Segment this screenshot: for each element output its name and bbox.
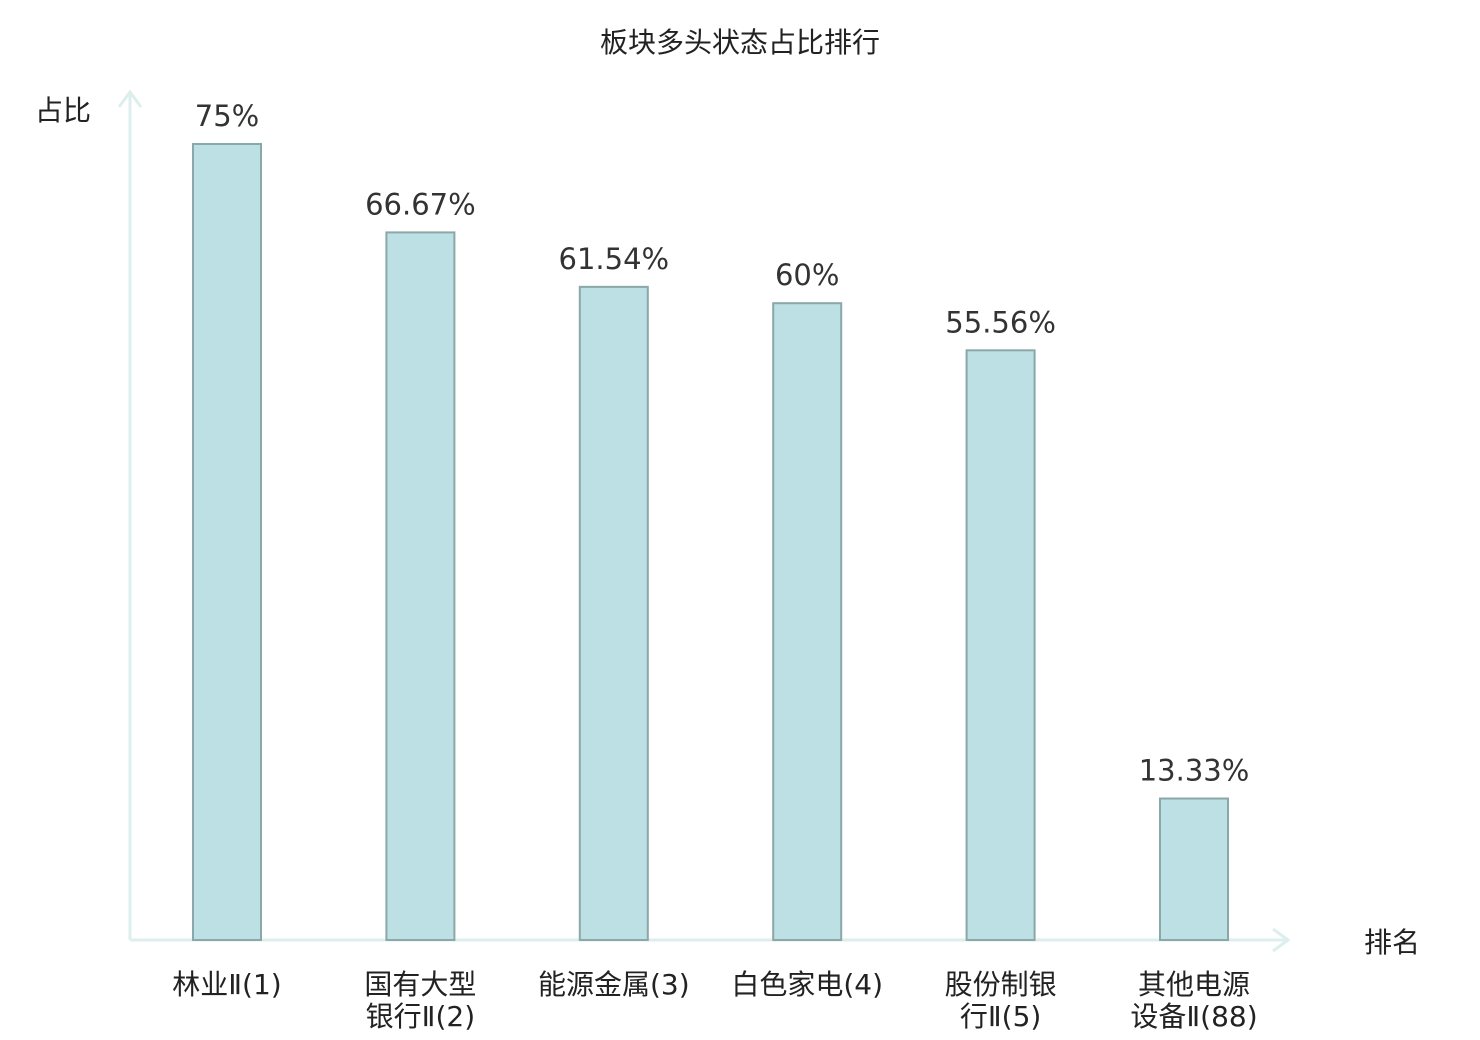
bar-2 (385, 231, 456, 942)
x-axis-arrow-icon (1272, 927, 1291, 953)
category-label-1-line-1: 林业Ⅱ(1) (172, 968, 281, 1001)
bar-value-label-4: 60% (775, 258, 839, 292)
chart-title: 板块多头状态占比排行 (600, 26, 880, 59)
category-label-3-line-1: 能源金属(3) (538, 968, 690, 1001)
category-label-5-line-2: 行Ⅱ(5) (960, 1000, 1041, 1033)
bar-4 (772, 302, 843, 941)
bar-5 (965, 349, 1036, 942)
bar-value-label-2: 66.67% (365, 187, 476, 221)
data-labels: 75% 66.67% 61.54% 60% 55.56% 13.33% (195, 99, 1250, 788)
category-label-2-line-1: 国有大型 (364, 968, 476, 1001)
bar-value-label-3: 61.54% (559, 242, 670, 276)
bar-3 (578, 285, 649, 941)
bar-value-label-6: 13.33% (1139, 754, 1250, 788)
category-label-4-line-1: 白色家电(4) (731, 968, 883, 1001)
bar-series (192, 143, 1229, 942)
y-axis-arrow-icon (117, 89, 143, 108)
bar-value-label-1: 75% (195, 99, 259, 133)
y-axis (117, 89, 143, 940)
x-axis (130, 927, 1291, 953)
bar-6 (1159, 797, 1229, 942)
category-label-6-line-2: 设备Ⅱ(88) (1130, 1000, 1257, 1033)
bar-value-label-5: 55.56% (945, 305, 1056, 339)
bar-1 (192, 143, 262, 941)
x-axis-label: 排名 (1364, 926, 1420, 959)
category-label-2-line-2: 银行Ⅱ(2) (366, 1000, 475, 1033)
y-axis-label: 占比 (35, 94, 91, 127)
category-label-6-line-1: 其他电源 (1138, 968, 1250, 1001)
category-label-5-line-1: 股份制银 (945, 968, 1057, 1001)
